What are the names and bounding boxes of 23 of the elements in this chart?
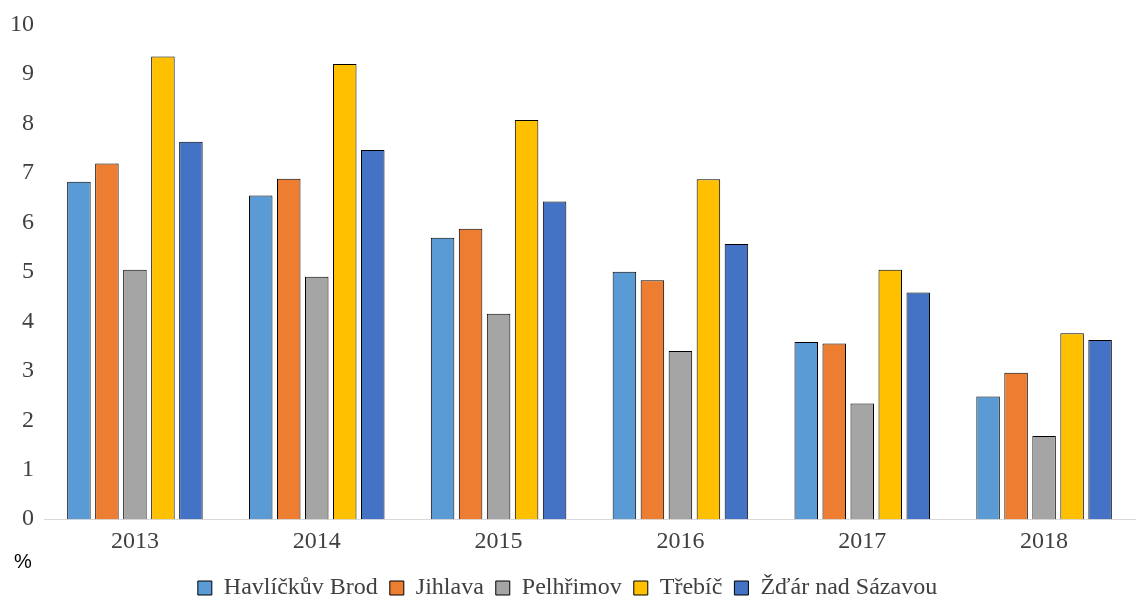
x-tick-label: 2015	[474, 526, 523, 553]
y-tick-label: 8	[22, 108, 34, 135]
x-tick-label: 2013	[110, 526, 159, 553]
legend-label: Pelhřimov	[521, 573, 622, 600]
x-tick-label: 2014	[292, 526, 341, 553]
x-tick-label: 2016	[656, 526, 705, 553]
y-tick-label: 4	[22, 306, 34, 333]
y-axis-title: %	[14, 550, 32, 573]
y-tick-label: 2	[22, 405, 34, 432]
legend-label: Havlíčkův Brod	[223, 573, 378, 600]
y-tick-label: 7	[22, 158, 34, 185]
y-tick-label: 3	[22, 356, 34, 383]
x-tick-label: 2017	[838, 526, 887, 553]
legend-label: Žďár nad Sázavou	[760, 573, 938, 600]
legend-label: Třebíč	[659, 573, 723, 600]
y-tick-label: 6	[22, 207, 34, 234]
y-tick-label: 9	[22, 59, 34, 86]
legend-label: Jihlava	[415, 573, 485, 600]
y-tick-label: 1	[22, 455, 34, 482]
y-tick-label: 5	[22, 257, 34, 284]
y-tick-label: 0	[22, 504, 34, 531]
y-tick-label: 10	[10, 9, 34, 36]
x-tick-label: 2018	[1020, 526, 1069, 553]
